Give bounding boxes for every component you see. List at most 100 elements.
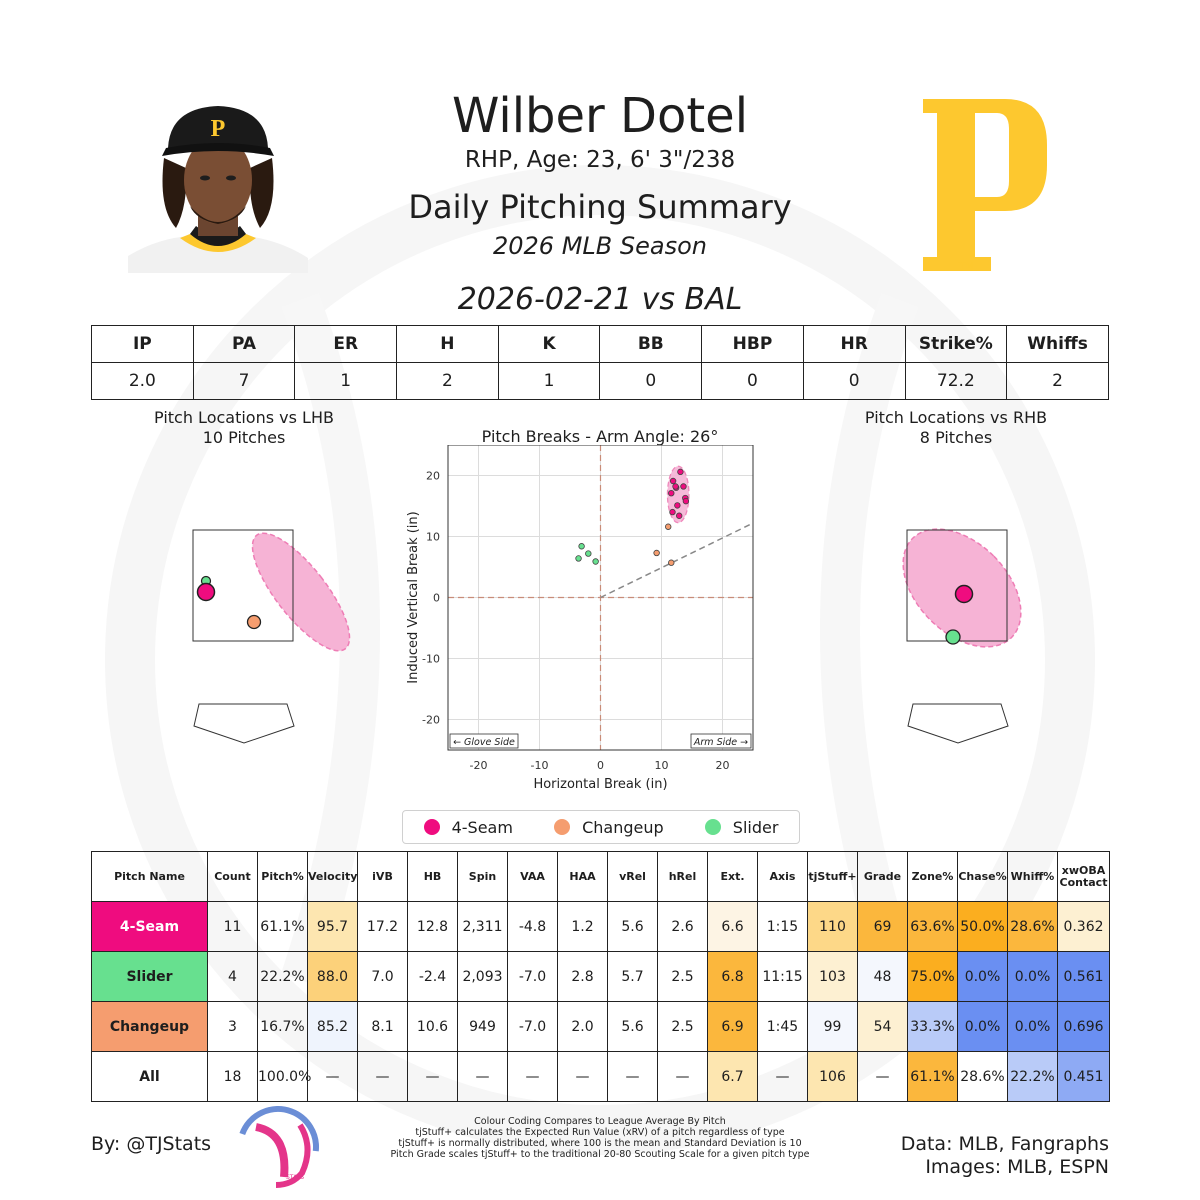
- arm-side-box: [690, 733, 752, 749]
- break-point-slider: [575, 555, 582, 562]
- y-tick-label: 20: [426, 470, 440, 483]
- pitch-metric-cell: 0.0%: [957, 951, 1008, 1002]
- pitch-metric-cell: 22.2%: [257, 951, 308, 1002]
- pitch-table-header: Whiff%: [1007, 851, 1058, 902]
- pitch-metric-cell: 61.1%: [257, 901, 308, 952]
- pitch-metric-cell: 22.2%: [1007, 1051, 1058, 1102]
- pitch-name-cell: All: [91, 1051, 208, 1102]
- season-label: 2026 MLB Season: [493, 232, 707, 260]
- stats-value-row: 2.0 7 1 2 1 0 0 0 72.2 2: [91, 362, 1109, 400]
- break-chart: -20 -10 0 10 20 -20 -10 0 10 20 Horizontal Break (…: [406, 445, 754, 790]
- tjstats-logo-text: STATS: [286, 1174, 304, 1181]
- y-tick-label: 0: [433, 592, 440, 605]
- pitch-table-header: Grade: [857, 851, 908, 902]
- pitch-table-row: Slider 4 22.2% 88.0 7.0 -2.4 2,093 -7.0 2.8 5.7 2.…: [91, 951, 1110, 1002]
- pitch-metric-cell: 2.5: [657, 951, 708, 1002]
- pitch-metric-cell: —: [507, 1051, 558, 1102]
- tjstats-logo: STATS: [237, 1106, 319, 1188]
- stat-header: H: [396, 325, 499, 363]
- data-sources: Data: MLB, Fangraphs Images: MLB, ESPN: [901, 1133, 1109, 1179]
- pitch-metric-cell: 1:45: [757, 1001, 808, 1052]
- y-tick-label: -10: [422, 653, 440, 666]
- pitch-metric-cell: 16.7%: [257, 1001, 308, 1052]
- stat-value: 0: [802, 362, 906, 400]
- footnotes: Colour Coding Compares to League Average…: [380, 1116, 820, 1160]
- pitch-metric-cell: 0.561: [1057, 951, 1110, 1002]
- stat-value: 0: [599, 362, 703, 400]
- break-point-slider: [578, 543, 585, 550]
- pitch-metric-cell: 11:15: [757, 951, 808, 1002]
- stat-value: 2: [1006, 362, 1109, 400]
- break-point-4-seam: [682, 497, 690, 505]
- glove-side-box: [449, 733, 519, 749]
- legend-item: Changeup: [554, 818, 664, 837]
- pitch-table-row: 4-Seam 11 61.1% 95.7 17.2 12.8 2,311 -4.8 1.2 5.6…: [91, 901, 1110, 952]
- pitch-metric-cell: 2.6: [657, 901, 708, 952]
- arm-side-label: Arm Side →: [693, 737, 748, 748]
- pitch-table-row: All 18 100.0% — — — — — — — —6.7—106—61.1% 28.6% 22.…: [91, 1051, 1110, 1102]
- stat-header: ER: [294, 325, 398, 363]
- pitch-metric-cell: 4: [207, 951, 258, 1002]
- pitch-metric-cell: 1.2: [557, 901, 608, 952]
- pitch-metric-cell: 18: [207, 1051, 258, 1102]
- author-credit: By: @TJStats: [91, 1133, 212, 1155]
- pitch-metric-cell: 949: [457, 1001, 508, 1052]
- stat-header: HBP: [701, 325, 804, 363]
- pitch-table-header: tjStuff+: [807, 851, 858, 902]
- logo-trademark: TM: [959, 261, 974, 272]
- game-label: 2026-02-21 vs BAL: [457, 282, 743, 317]
- pitch-metric-cell: 28.6%: [957, 1051, 1008, 1102]
- pitch-name-cell: 4-Seam: [91, 901, 208, 952]
- images-source: Images: MLB, ESPN: [925, 1156, 1109, 1178]
- pitch-metric-cell: 11: [207, 901, 258, 952]
- rhb-panel-title: Pitch Locations vs RHB 8 Pitches: [806, 408, 1106, 448]
- player-name: Wilber Dotel: [451, 88, 749, 144]
- pitch-metric-cell: 0.0%: [1007, 1001, 1058, 1052]
- footnote: Colour Coding Compares to League Average…: [474, 1116, 726, 1127]
- pitch-metric-cell: 50.0%: [957, 901, 1008, 952]
- legend-label: 4-Seam: [451, 817, 513, 837]
- pitch-metrics-table: Pitch Name Count Pitch% Velocity iVB HB Spin VA…: [91, 851, 1110, 1102]
- pitch-metric-cell: —: [857, 1051, 908, 1102]
- break-point-4-seam: [677, 468, 684, 476]
- pitch-metric-cell: 7.0: [357, 951, 408, 1002]
- pitch-metric-cell: —: [657, 1051, 708, 1102]
- pitch-metric-cell: 0.451: [1057, 1051, 1110, 1102]
- pitch-metric-cell: 2.0: [557, 1001, 608, 1052]
- pitch-table-header: Pitch%: [257, 851, 308, 902]
- pitch-metric-cell: 2.5: [657, 1001, 708, 1052]
- lhb-strike-zone: [192, 529, 294, 642]
- break-chart-title: Pitch Breaks - Arm Angle: 26°: [481, 427, 719, 446]
- pitch-metric-cell: 28.6%: [1007, 901, 1058, 952]
- stat-value: 1: [497, 362, 601, 400]
- stat-header: HR: [802, 325, 906, 363]
- x-axis-label: Horizontal Break (in): [533, 777, 667, 790]
- y-axis-label: Induced Vertical Break (in): [406, 511, 421, 684]
- pitch-table-header: Ext.: [707, 851, 758, 902]
- pitch-metric-cell: 95.7: [307, 901, 358, 952]
- x-tick-label: -20: [470, 759, 488, 772]
- stat-value: 1: [294, 362, 398, 400]
- pitch-metric-cell: 63.6%: [907, 901, 958, 952]
- stats-header-row: IP PA ER H K BB HBP HR Strike% Whiffs: [91, 325, 1109, 363]
- pitch-metric-cell: —: [607, 1051, 658, 1102]
- stat-header: Strike%: [904, 325, 1008, 363]
- pitch-metric-cell: 110: [807, 901, 858, 952]
- x-tick-label: 10: [655, 759, 669, 772]
- pitch-metric-cell: 88.0: [307, 951, 358, 1002]
- stat-header: BB: [599, 325, 703, 363]
- game-stats-table: IP PA ER H K BB HBP HR Strike% Whiffs 2.…: [91, 325, 1109, 400]
- pitch-metric-cell: 10.6: [407, 1001, 458, 1052]
- break-point-changeup: [653, 549, 660, 557]
- lhb-panel-title: Pitch Locations vs LHB 10 Pitches: [94, 408, 394, 448]
- pitch-metric-cell: 106: [807, 1051, 858, 1102]
- legend-dot-icon: [704, 819, 721, 835]
- lhb-4seam-point: [196, 582, 216, 602]
- pitch-metric-cell: 69: [857, 901, 908, 952]
- pitch-table-header: xwOBA Contact: [1057, 851, 1110, 902]
- pitch-metric-cell: 99: [807, 1001, 858, 1052]
- rhb-slider-point: [945, 629, 961, 645]
- y-tick-label: 10: [426, 531, 440, 544]
- lhb-location-plot: [192, 529, 351, 744]
- pitch-metric-cell: 100.0%: [257, 1051, 311, 1102]
